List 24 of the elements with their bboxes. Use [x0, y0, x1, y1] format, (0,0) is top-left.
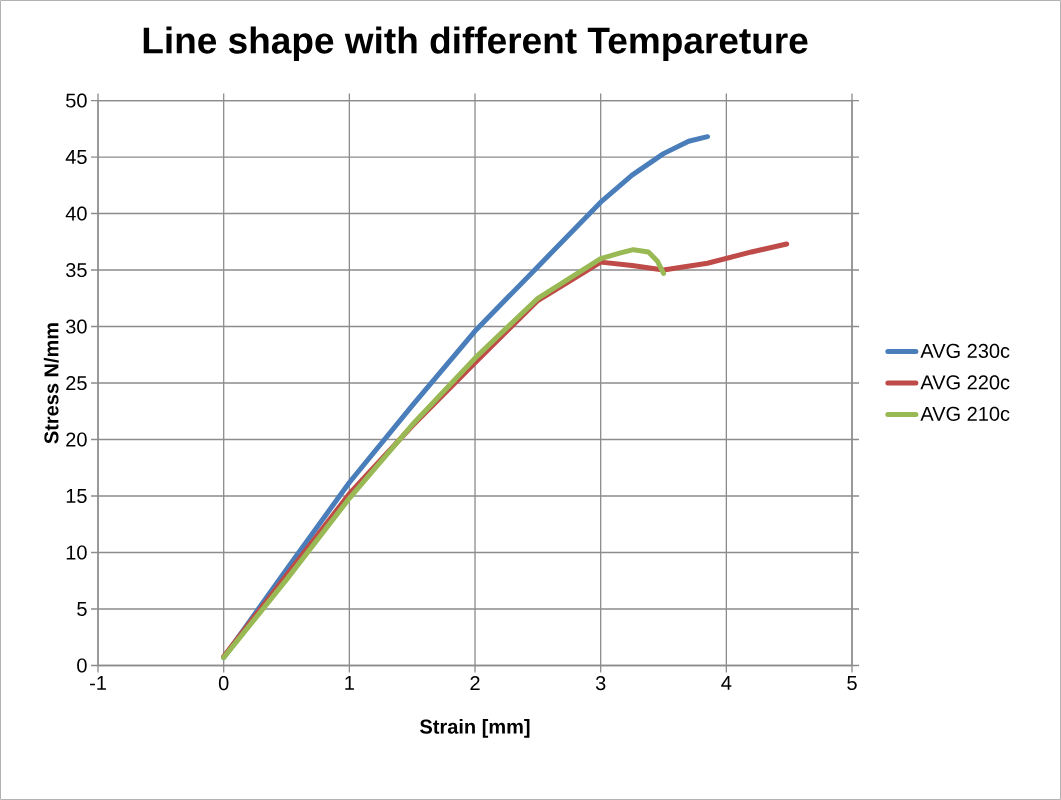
y-tick-label: 40 — [65, 206, 87, 221]
y-tick-label: 0 — [77, 658, 87, 673]
y-tick-label: 45 — [65, 150, 87, 164]
y-tick-label: 5 — [77, 602, 87, 616]
x-tick-label: -1 — [90, 676, 106, 690]
y-tick-label: 30 — [66, 319, 87, 334]
y-tick-label: 20 — [66, 432, 87, 447]
x-tick-label: 5 — [847, 676, 857, 690]
legend-label: AVG 210c — [920, 406, 1010, 421]
x-tick-label: 2 — [470, 676, 480, 691]
x-axis-title: Strain [mm] — [420, 719, 530, 738]
y-tick-label: 10 — [66, 545, 87, 560]
legend-label: AVG 220c — [920, 375, 1010, 390]
y-tick-label: 15 — [66, 489, 87, 503]
y-tick-label: 50 — [66, 93, 87, 108]
x-tick-label: 4 — [721, 676, 732, 690]
x-tick-label: 3 — [595, 676, 606, 691]
y-axis-title: Stress N/mm — [43, 323, 59, 444]
y-tick-label: 25 — [66, 375, 87, 391]
x-tick-label: 0 — [218, 676, 229, 691]
chart-title: Line shape with different Tempareture — [143, 26, 808, 61]
x-tick-label: 1 — [345, 676, 354, 690]
legend-label: AVG 230c — [920, 343, 1010, 358]
y-tick-label: 35 — [66, 262, 87, 278]
